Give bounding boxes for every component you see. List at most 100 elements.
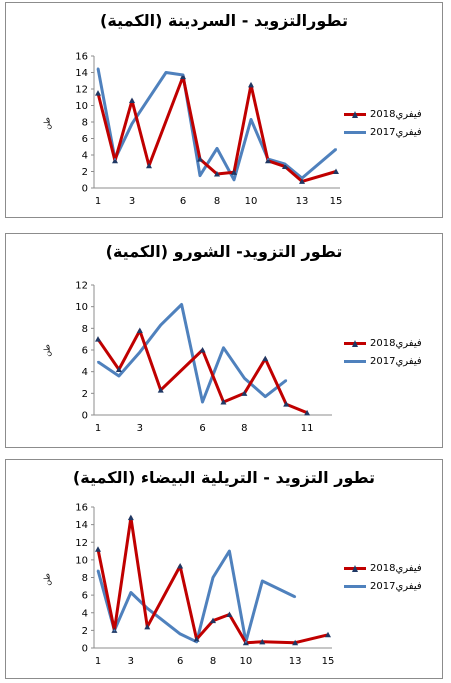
data-point-2017 bbox=[244, 640, 247, 643]
x-tick-label: 6 bbox=[180, 196, 186, 207]
y-tick-label: 4 bbox=[82, 367, 88, 378]
data-point-2017 bbox=[97, 569, 99, 572]
legend-swatch-2018 bbox=[344, 564, 366, 572]
data-point-2018 bbox=[146, 162, 152, 169]
data-point-2018 bbox=[95, 546, 101, 552]
data-point-2018 bbox=[214, 170, 220, 177]
x-tick-label: 10 bbox=[239, 656, 252, 667]
legend-label-2018: فيفري2018 bbox=[370, 337, 422, 349]
x-tick-label: 6 bbox=[199, 423, 205, 434]
data-point-2017 bbox=[165, 71, 167, 74]
x-tick-label: 3 bbox=[129, 196, 135, 207]
chart-title: تطور التزويد- الشورو (الكمية) bbox=[105, 242, 343, 261]
data-point-2017 bbox=[233, 178, 235, 181]
chart-title: تطور التزويد - التريلية البيضاء (الكمية) bbox=[72, 468, 376, 487]
data-point-2018 bbox=[333, 168, 339, 174]
chart-title: تطورالتزويد - السردينة (الكمية) bbox=[100, 11, 348, 30]
data-point-2018 bbox=[259, 638, 266, 645]
data-point-2018 bbox=[115, 366, 122, 372]
legend: فيفري2018 فيفري2017 bbox=[344, 334, 422, 370]
chart-panel-white-sea-bream: تطور التزويد - التريلية البيضاء (الكمية)… bbox=[5, 459, 443, 679]
x-tick-label: 10 bbox=[245, 196, 258, 207]
legend-item-2018: فيفري2018 bbox=[344, 559, 422, 577]
y-tick-label: 6 bbox=[82, 346, 88, 357]
series-line-2017 bbox=[97, 303, 288, 404]
y-tick-label: 2 bbox=[82, 389, 88, 400]
data-point-2017 bbox=[131, 122, 133, 125]
legend-marker-icon bbox=[352, 564, 358, 572]
legend-item-2018: فيفري2018 bbox=[344, 334, 422, 352]
legend-marker-icon bbox=[352, 339, 358, 347]
data-point-2018 bbox=[226, 611, 233, 618]
data-point-2018 bbox=[157, 387, 164, 393]
y-tick-label: 8 bbox=[82, 573, 88, 584]
y-tick-label: 12 bbox=[75, 85, 88, 96]
y-tick-label: 16 bbox=[75, 52, 88, 63]
x-tick-label: 13 bbox=[296, 196, 309, 207]
data-point-2017 bbox=[201, 401, 204, 403]
y-tick-label: 0 bbox=[82, 184, 88, 195]
data-point-2017 bbox=[294, 595, 297, 598]
y-tick-label: 10 bbox=[75, 555, 88, 566]
data-point-2018 bbox=[95, 90, 101, 96]
data-point-2017 bbox=[285, 379, 288, 382]
legend: فيفري2018 فيفري2017 bbox=[344, 105, 422, 141]
data-point-2017 bbox=[179, 632, 182, 635]
series-line-2018 bbox=[96, 75, 337, 183]
x-tick-label: 6 bbox=[177, 656, 183, 667]
data-point-2018 bbox=[112, 157, 118, 164]
data-point-2017 bbox=[182, 73, 184, 76]
y-tick-label: 12 bbox=[75, 538, 88, 549]
legend-swatch-2017 bbox=[344, 359, 366, 363]
data-point-2018 bbox=[127, 514, 134, 521]
data-point-2017 bbox=[267, 158, 269, 161]
data-point-2018 bbox=[248, 81, 254, 88]
y-tick-label: 0 bbox=[82, 644, 88, 655]
data-point-2018 bbox=[144, 623, 151, 630]
series-line-2017 bbox=[96, 68, 337, 182]
data-point-2017 bbox=[129, 591, 132, 594]
data-point-2018 bbox=[197, 156, 203, 162]
legend-marker-icon bbox=[352, 110, 358, 118]
x-tick-label: 13 bbox=[289, 656, 302, 667]
series-line-2018 bbox=[96, 516, 329, 645]
data-point-2018 bbox=[95, 336, 101, 342]
data-point-2017 bbox=[117, 375, 120, 377]
x-tick-label: 1 bbox=[95, 656, 101, 667]
data-point-2018 bbox=[193, 636, 200, 642]
legend-swatch-2017 bbox=[344, 130, 366, 134]
legend-swatch-2018 bbox=[344, 339, 366, 347]
data-point-2018 bbox=[177, 563, 184, 569]
data-point-2017 bbox=[212, 576, 214, 579]
data-point-2018 bbox=[220, 399, 227, 405]
data-point-2017 bbox=[222, 346, 225, 349]
chart-plot: 0 2 4 6 8 10 12 1 3 6 8 11 bbox=[75, 281, 332, 434]
data-point-2017 bbox=[284, 163, 286, 166]
y-tick-label: 0 bbox=[82, 411, 88, 422]
data-point-2018 bbox=[292, 639, 299, 646]
x-tick-label: 15 bbox=[322, 656, 335, 667]
y-tick-label: 2 bbox=[82, 167, 88, 178]
x-tick-label: 15 bbox=[330, 196, 343, 207]
data-point-2018 bbox=[265, 157, 271, 164]
x-tick-label: 3 bbox=[128, 656, 134, 667]
data-point-2018 bbox=[136, 327, 143, 333]
y-tick-label: 8 bbox=[82, 324, 88, 335]
y-tick-label: 14 bbox=[75, 68, 88, 79]
x-tick-label: 8 bbox=[241, 423, 247, 434]
legend-item-2018: فيفري2018 bbox=[344, 105, 422, 123]
y-tick-label: 2 bbox=[82, 626, 88, 637]
data-point-2017 bbox=[216, 147, 218, 150]
data-point-2017 bbox=[228, 550, 231, 553]
data-point-2017 bbox=[250, 118, 252, 121]
data-point-2018 bbox=[283, 401, 290, 407]
legend-label-2017: فيفري2017 bbox=[370, 355, 422, 367]
data-point-2018 bbox=[282, 163, 288, 170]
data-point-2017 bbox=[180, 303, 183, 306]
legend-item-2017: فيفري2017 bbox=[344, 577, 422, 595]
legend-item-2017: فيفري2017 bbox=[344, 123, 422, 141]
data-point-2017 bbox=[146, 607, 149, 610]
y-tick-label: 10 bbox=[75, 302, 88, 313]
